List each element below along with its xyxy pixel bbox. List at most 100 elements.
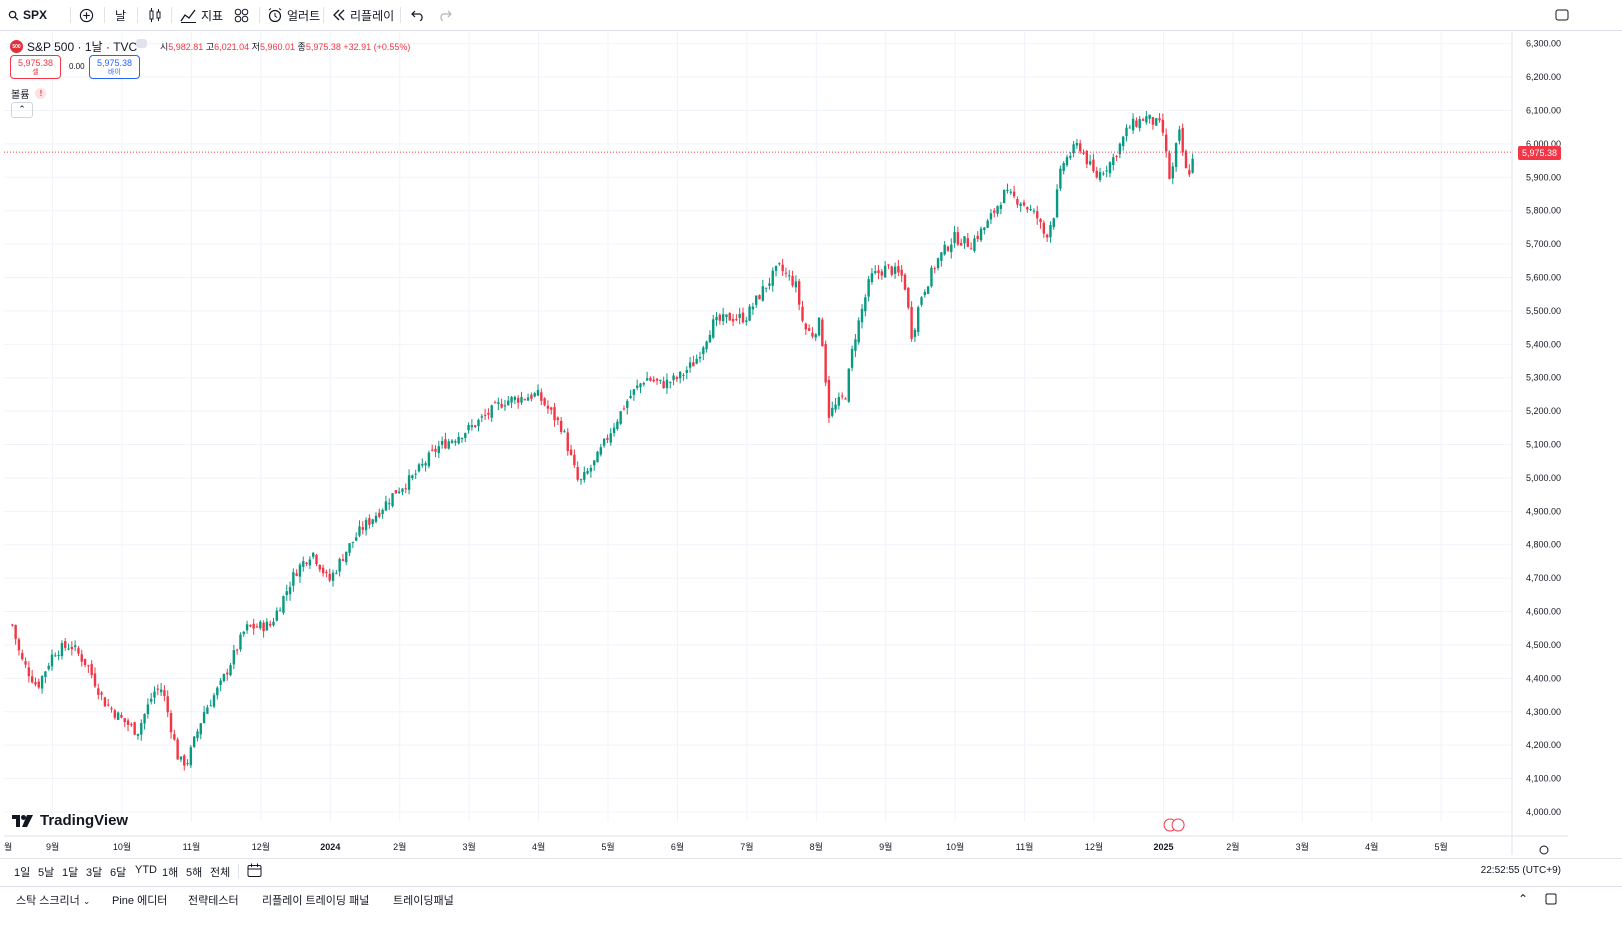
candle-body bbox=[566, 432, 569, 451]
candle-body bbox=[705, 341, 708, 350]
x-tick-label: 10월 bbox=[946, 841, 964, 852]
candle-body bbox=[797, 281, 801, 305]
candle-body bbox=[361, 527, 364, 530]
candle-body bbox=[262, 622, 265, 632]
collapse-button[interactable]: ⌃ bbox=[11, 102, 33, 118]
y-tick-label: 4,000.00 bbox=[1526, 807, 1561, 817]
candle-body bbox=[272, 621, 275, 626]
sell-button[interactable]: 5,975.38 셀 bbox=[10, 55, 61, 79]
candle-body bbox=[794, 281, 798, 288]
candle-body bbox=[186, 763, 189, 765]
fullscreen-button[interactable] bbox=[1555, 5, 1569, 25]
candle-body bbox=[1075, 142, 1079, 146]
replay-button[interactable]: 리플레이 bbox=[332, 5, 394, 25]
candle-body bbox=[116, 712, 120, 720]
candle-body bbox=[34, 682, 37, 685]
volume-label[interactable]: 볼륨 bbox=[11, 90, 30, 101]
calendar-icon[interactable] bbox=[247, 863, 262, 878]
candle-body bbox=[1002, 189, 1006, 204]
candle-body bbox=[27, 667, 31, 677]
redo-icon bbox=[440, 10, 452, 21]
candle-body bbox=[21, 652, 24, 660]
candle-body bbox=[507, 400, 510, 406]
candle-body bbox=[685, 370, 688, 373]
candle-body bbox=[1049, 225, 1052, 238]
candle-body bbox=[616, 421, 619, 430]
candle-body bbox=[411, 475, 414, 479]
candle-body bbox=[1151, 117, 1155, 125]
candle-body bbox=[202, 712, 206, 723]
candle-body bbox=[30, 676, 34, 683]
candle-body bbox=[113, 710, 117, 718]
candle-body bbox=[110, 708, 113, 710]
candle-body bbox=[437, 446, 441, 453]
range-1d-button[interactable]: 1일 bbox=[14, 867, 31, 879]
collapse-legend-icon[interactable] bbox=[136, 39, 147, 48]
volume-legend: 볼륨 ! bbox=[11, 86, 47, 101]
candle-body bbox=[1026, 207, 1029, 210]
x-tick-label: 3월 bbox=[1296, 841, 1309, 852]
warning-icon[interactable]: ! bbox=[35, 88, 47, 99]
candle-body bbox=[807, 328, 811, 331]
tradingview-logo-icon bbox=[12, 814, 33, 827]
candle-body bbox=[639, 383, 642, 388]
candle-body bbox=[57, 655, 60, 657]
templates-button[interactable] bbox=[234, 5, 249, 25]
range-5d-button[interactable]: 5날 bbox=[38, 867, 55, 879]
candle-body bbox=[1181, 127, 1184, 153]
x-tick-label: 9월 bbox=[46, 841, 59, 852]
candle-body bbox=[196, 731, 199, 739]
tab-stock-screener[interactable]: 스탁 스크리너 ⌄ bbox=[16, 895, 91, 907]
divider bbox=[70, 7, 71, 23]
undo-button[interactable] bbox=[411, 5, 425, 25]
range-ytd-button[interactable]: YTD bbox=[135, 864, 157, 876]
tab-trading-panel[interactable]: 트레이딩패널 bbox=[393, 895, 454, 907]
chart-type-button[interactable] bbox=[147, 5, 163, 25]
candle-body bbox=[877, 270, 880, 274]
candle-body bbox=[269, 623, 272, 626]
collapse-panel-icon[interactable]: ⌃ bbox=[1518, 892, 1529, 906]
maximize-panel-icon[interactable] bbox=[1545, 893, 1557, 905]
alert-button[interactable]: 얼러트 bbox=[267, 5, 320, 25]
indicators-button[interactable]: 지표 bbox=[180, 5, 223, 25]
candle-body bbox=[715, 316, 718, 321]
candle-body bbox=[1052, 218, 1055, 228]
candle-body bbox=[612, 427, 616, 434]
chart-pane[interactable]: 6,300.00 6,200.00 6,100.00 6,000.00 5,900.00… bbox=[4, 32, 1568, 855]
buy-button[interactable]: 5,975.38 바이 bbox=[89, 55, 140, 79]
range-1m-button[interactable]: 1달 bbox=[62, 867, 79, 879]
range-5y-button[interactable]: 5해 bbox=[186, 867, 203, 879]
candle-body bbox=[827, 379, 831, 418]
clock-timezone[interactable]: 22:52:55 (UTC+9) bbox=[1480, 865, 1561, 876]
candle-body bbox=[821, 319, 824, 347]
candle-body bbox=[844, 398, 847, 400]
candle-body bbox=[926, 286, 930, 294]
tab-replay-trading-panel[interactable]: 리플레이 트레이딩 패널 bbox=[262, 895, 370, 907]
candle-body bbox=[90, 664, 93, 676]
candle-body bbox=[311, 552, 315, 557]
candle-body bbox=[1112, 157, 1115, 166]
candle-body bbox=[682, 374, 685, 376]
candle-body bbox=[473, 425, 477, 428]
redo-button[interactable] bbox=[438, 5, 452, 25]
range-6m-button[interactable]: 6달 bbox=[110, 867, 127, 879]
candle-body bbox=[652, 379, 655, 382]
us-flag-event-icon bbox=[1171, 818, 1185, 832]
range-all-button[interactable]: 전체 bbox=[210, 867, 231, 879]
candle-body bbox=[1082, 152, 1085, 154]
candle-body bbox=[589, 467, 593, 472]
candle-body bbox=[850, 348, 854, 368]
range-1y-button[interactable]: 1해 bbox=[162, 867, 179, 879]
tab-pine-editor[interactable]: Pine 에디터 bbox=[112, 895, 168, 907]
range-3m-button[interactable]: 3달 bbox=[86, 867, 103, 879]
price-chart[interactable]: 6,300.00 6,200.00 6,100.00 6,000.00 5,900.00… bbox=[4, 32, 1568, 855]
candle-body bbox=[983, 227, 986, 230]
x-tick-label: 2월 bbox=[1226, 841, 1239, 852]
legend-title[interactable]: S&P 500 · 1날 · TVC bbox=[27, 40, 138, 54]
symbol-search-button[interactable]: SPX bbox=[8, 5, 47, 25]
interval-button[interactable]: 날 bbox=[115, 5, 126, 25]
compare-symbol-button[interactable] bbox=[79, 5, 94, 25]
candle-body bbox=[874, 271, 877, 273]
tab-strategy-tester[interactable]: 전략테스터 bbox=[188, 895, 239, 907]
tradingview-logo[interactable]: TradingView bbox=[12, 812, 128, 829]
